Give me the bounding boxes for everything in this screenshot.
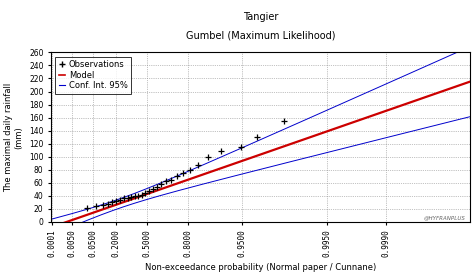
Y-axis label: The maximal daily rainfall
(mm): The maximal daily rainfall (mm) (4, 83, 24, 192)
X-axis label: Non-exceedance probability (Normal paper / Cunnane): Non-exceedance probability (Normal paper… (145, 263, 376, 272)
Title: Gumbel (Maximum Likelihood): Gumbel (Maximum Likelihood) (186, 31, 335, 41)
Legend: Observations, Model, Conf. Int. 95%: Observations, Model, Conf. Int. 95% (55, 57, 131, 94)
Text: @HYFRANPLUS: @HYFRANPLUS (424, 215, 465, 220)
Text: Tangier: Tangier (243, 12, 278, 22)
